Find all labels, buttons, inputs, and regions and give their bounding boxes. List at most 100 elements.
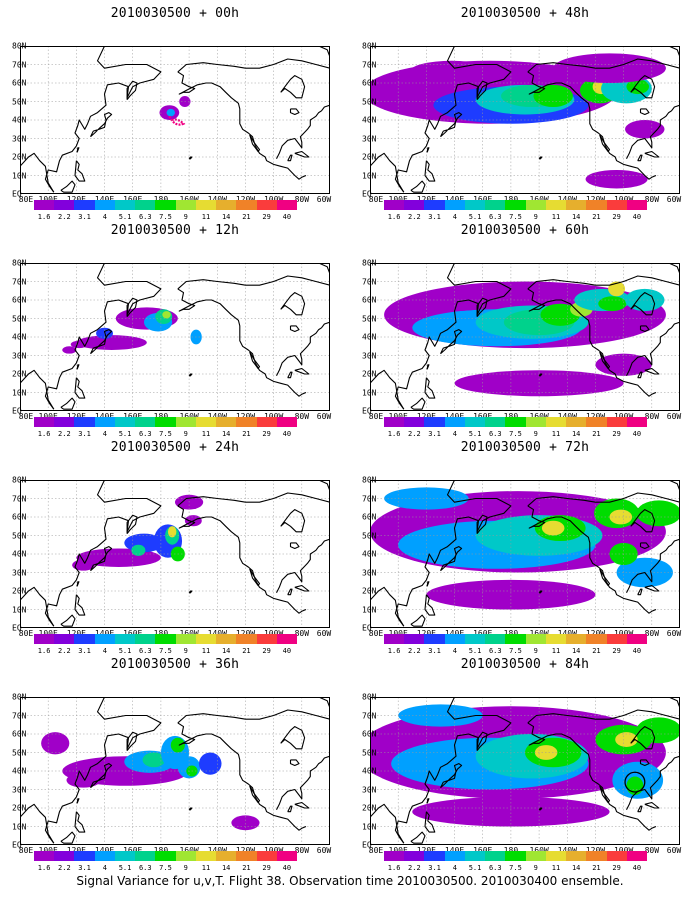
longitude-label: 80W [644,195,660,204]
map-canvas [370,263,680,411]
colorbar-tick-label: 4 [452,213,457,221]
colorbar-tick-label: 1.6 [37,647,51,655]
colorbar-ticks: 1.6 2.2 3.1 4 5.1 6.3 7.5 9 11 14 21 29 40 [34,430,297,439]
colorbar-tick-label: 40 [282,430,292,438]
latitude-label: EQ [12,840,22,850]
colorbar-tick-label: 6.3 [138,430,152,438]
coastline [599,351,611,370]
colorbar-swatch [155,200,176,210]
coastline [276,321,330,377]
colorbar-tick-label: 2.2 [408,430,421,438]
map-canvas [20,263,330,411]
coastline [644,584,660,592]
longitude-label: 60W [666,412,682,421]
colorbar-tick-label: 5.1 [118,213,132,221]
colorbar-swatch [276,851,298,861]
colorbar-swatch [54,200,75,210]
coastline [249,134,261,153]
colorbar-tick-label: 14 [221,647,231,655]
coastline [249,351,261,370]
variance-contour [409,60,494,83]
colorbar-tick-label: 29 [612,864,621,872]
colorbar-swatch [195,634,217,644]
latitude-label: 30N [362,351,377,360]
longitude-label: 160W [179,846,198,855]
longitude-label: 80W [644,629,660,638]
variance-contour [615,732,638,747]
colorbar-tick-label: 29 [612,647,621,655]
latitude-label: 50N [12,748,27,757]
coastline [644,150,660,158]
latitude-label: 60N [362,512,377,522]
longitude-label: 120E [67,195,86,204]
longitude-label: 100E [389,846,408,855]
coastlines [370,697,680,844]
coastlines [370,263,680,410]
colorbar-swatch [216,634,237,644]
coastline [177,709,330,724]
colorbar-tick-label: 11 [551,430,561,438]
coastline [90,763,113,789]
colorbar-tick-label: 7.5 [159,430,172,438]
coastlines [20,46,330,193]
latitude-label: 50N [362,748,377,757]
coastline [440,763,463,789]
latitude-label: 10N [12,171,27,180]
variance-contour [625,120,665,139]
highlight-circle [624,771,646,793]
latitude-label: 40N [362,766,377,776]
latitude-label: EQ [362,840,372,850]
latitude-label: 20N [12,369,27,379]
colorbar-swatch [464,200,486,210]
colorbar-tick-label: 3.1 [78,430,91,438]
colorbar-tick-label: 1.6 [387,647,401,655]
colorbar-tick-label: 4 [102,430,107,438]
latitude-label: 50N [12,531,27,540]
figure-caption: Signal Variance for u,v,T. Flight 38. Ob… [76,874,624,888]
coastline [538,156,543,160]
longitude-label: 140E [445,846,464,855]
latitude-label: 80N [362,692,377,702]
latitude-label: 50N [362,97,377,106]
colorbar-swatch [566,634,587,644]
coastline [639,759,650,767]
coastline [370,586,405,627]
coastline [410,614,426,627]
longitude-label: 160E [473,412,492,421]
colorbar-tick-label: 5.1 [468,864,482,872]
map-panel: 2010030500 + 60h 80N 70N 60N 50N 40N 30N 20N 10N… [350,223,700,448]
colorbar-tick-label: 9 [533,213,538,221]
colorbar-swatch [114,634,136,644]
coastline [440,329,463,355]
coastline [424,160,436,182]
colorbar-swatch [54,634,75,644]
panel-title: 2010030500 + 60h [460,223,590,238]
coastline [188,373,193,377]
longitude-label: 120E [417,629,436,638]
latitude-label: 70N [12,277,27,286]
latitude-label: 80N [362,41,377,51]
coastline [476,80,488,101]
coastline [370,369,405,410]
variance-contour [167,526,177,538]
colorbar-tick-label: 3.1 [428,864,441,872]
colorbar-ticks: 1.6 2.2 3.1 4 5.1 6.3 7.5 9 11 14 21 29 40 [34,864,297,873]
longitude-label: 180 [154,195,168,204]
colorbar-tick-label: 3.1 [78,864,91,872]
colorbar-tick-label: 5.1 [118,647,132,655]
colorbar-swatch [114,851,136,861]
colorbar-swatch [505,200,526,210]
latitude-label: 10N [362,388,377,397]
coastline [626,104,680,160]
coastline [276,538,330,594]
latitude-label: 70N [12,60,27,69]
coastline [630,726,656,750]
colorbar-swatch [545,851,567,861]
longitude-label: 120E [417,846,436,855]
coastline [60,614,76,627]
latitude-label: 60N [362,78,377,88]
longitude-label: 100W [264,629,283,638]
colorbar-tick-label: 4 [102,864,107,872]
colorbar-tick-label: 21 [592,213,601,221]
